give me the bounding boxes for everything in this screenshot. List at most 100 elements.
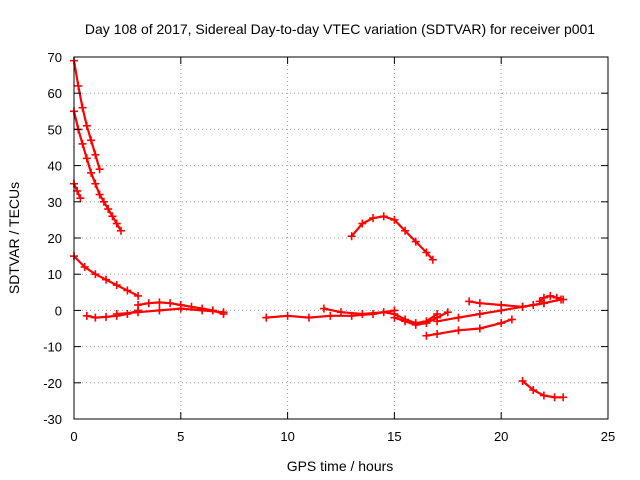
data-point	[95, 165, 104, 174]
data-point	[112, 281, 121, 290]
data-point	[176, 300, 185, 309]
data-point	[91, 270, 100, 279]
data-point	[422, 319, 431, 328]
data-point	[422, 331, 431, 340]
data-point	[550, 393, 559, 402]
data-point	[87, 136, 96, 145]
data-point	[559, 393, 568, 402]
y-tick-label: 30	[48, 195, 62, 210]
data-point	[283, 311, 292, 320]
data-point	[535, 297, 544, 306]
data-point	[87, 168, 96, 177]
y-tick-label: 60	[48, 86, 62, 101]
data-point	[99, 197, 108, 206]
series-arc-4	[70, 252, 143, 300]
data-point	[198, 304, 207, 313]
data-point	[144, 299, 153, 308]
data-point	[546, 291, 555, 300]
data-point	[134, 291, 143, 300]
data-point	[123, 286, 132, 295]
data-point	[559, 295, 568, 304]
data-point	[112, 219, 121, 228]
x-tick-label: 0	[70, 429, 77, 444]
data-point	[358, 310, 367, 319]
y-tick-label: 0	[55, 303, 62, 318]
data-point	[95, 190, 104, 199]
data-point	[187, 302, 196, 311]
data-point	[347, 232, 356, 241]
data-point	[428, 255, 437, 264]
data-point	[91, 179, 100, 188]
y-axis-label: SDTVAR / TECUs	[6, 182, 22, 294]
data-point	[518, 376, 527, 385]
series-arc-16	[518, 376, 568, 402]
x-tick-label: 5	[177, 429, 184, 444]
series-arc-5	[82, 306, 143, 322]
data-point	[337, 308, 345, 317]
data-point	[475, 310, 484, 319]
data-point	[304, 313, 313, 322]
data-point	[379, 212, 388, 221]
series-arc-12	[422, 315, 516, 340]
data-point	[219, 310, 228, 319]
y-tick-label: -10	[43, 340, 62, 355]
data-point	[497, 319, 506, 328]
data-point	[91, 150, 100, 159]
grid	[74, 57, 608, 419]
data-point	[262, 313, 271, 322]
data-point	[539, 391, 548, 400]
data-point	[134, 300, 143, 309]
data-point	[390, 215, 399, 224]
data-point	[465, 297, 474, 306]
y-tick-label: -30	[43, 412, 62, 427]
data-point	[76, 194, 85, 203]
data-point	[82, 121, 91, 130]
data-point	[475, 299, 484, 308]
data-point	[319, 304, 328, 313]
chart-title: Day 108 of 2017, Sidereal Day-to-day VTE…	[85, 21, 595, 37]
data-point	[529, 386, 538, 395]
data-point	[102, 275, 111, 284]
data-point	[552, 293, 561, 302]
y-tick-label: 10	[48, 267, 62, 282]
data-point	[518, 302, 527, 311]
data-point	[78, 103, 87, 112]
data-point	[78, 139, 87, 148]
data-point	[454, 326, 463, 335]
data-point	[73, 186, 82, 195]
series-arc-7	[134, 298, 228, 319]
data-point	[401, 317, 410, 326]
data-point	[422, 248, 431, 257]
data-point	[112, 310, 121, 319]
data-point	[326, 311, 335, 320]
x-tick-label: 20	[494, 429, 508, 444]
data-point	[82, 311, 91, 320]
data-point	[411, 320, 420, 329]
series-arc-10	[347, 212, 437, 264]
data-point	[134, 308, 143, 317]
series-arc-2	[70, 107, 125, 235]
data-point	[102, 312, 111, 321]
x-axis-label: GPS time / hours	[287, 458, 394, 474]
y-tick-label: 50	[48, 122, 62, 137]
data-point	[116, 226, 125, 235]
data-series	[70, 56, 568, 402]
x-tick-label: 25	[601, 429, 615, 444]
y-tick-label: 70	[48, 50, 62, 65]
data-point	[104, 205, 113, 214]
data-point	[539, 293, 548, 302]
data-point	[155, 298, 164, 307]
x-tick-label: 15	[387, 429, 401, 444]
y-tick-label: 40	[48, 159, 62, 174]
series-arc-14	[465, 295, 566, 311]
data-point	[433, 317, 442, 326]
series-arc-15	[535, 291, 568, 306]
data-point	[74, 81, 83, 90]
data-point	[166, 299, 175, 308]
y-tick-label: -20	[43, 376, 62, 391]
data-point	[390, 313, 399, 322]
series-arc-11	[390, 308, 452, 329]
data-point	[475, 324, 484, 333]
data-point	[433, 329, 442, 338]
data-point	[443, 308, 452, 317]
